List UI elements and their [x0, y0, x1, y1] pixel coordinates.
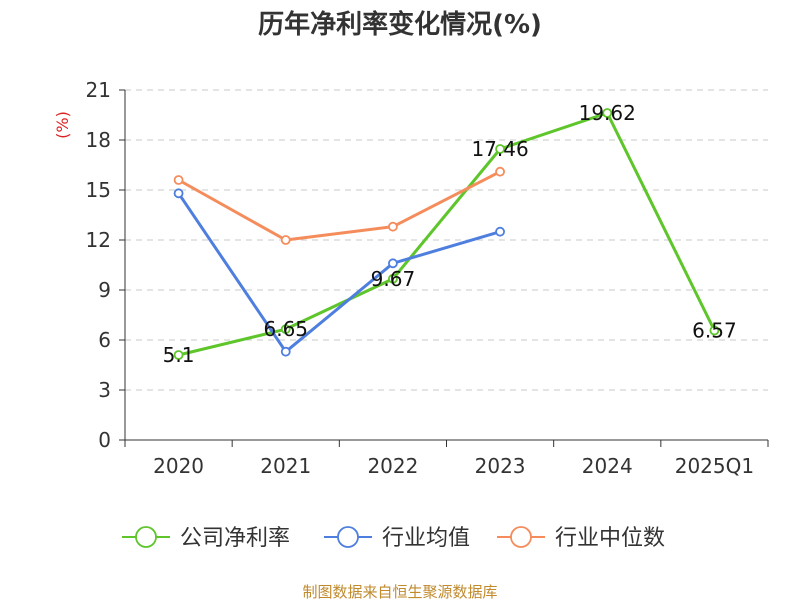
data-label: 5.1	[163, 343, 195, 367]
data-point	[173, 188, 184, 199]
legend-label: 行业中位数	[555, 526, 665, 551]
data-point	[280, 346, 291, 357]
data-point	[495, 226, 505, 237]
data-point	[388, 258, 398, 269]
y-tick-label: 18	[86, 128, 111, 152]
data-point	[280, 324, 291, 335]
series-lines	[173, 108, 720, 360]
legend-marker	[337, 526, 359, 548]
data-label: 19.62	[579, 101, 636, 125]
x-tick-label: 2020	[153, 454, 204, 478]
x-tick-label: 2023	[475, 454, 526, 478]
chart-title: 历年净利率变化情况(%)	[258, 9, 542, 40]
series-line-2	[177, 170, 501, 242]
legend: 公司净利率 行业均值 行业中位数	[122, 526, 665, 551]
y-axis-unit-label: (%)	[53, 111, 72, 139]
grid-lines	[125, 89, 768, 391]
y-tick-label: 0	[98, 428, 111, 452]
x-tick-label: 2021	[260, 454, 311, 478]
legend-label: 行业均值	[382, 526, 470, 551]
y-tick-label: 15	[86, 178, 111, 202]
data-point	[602, 108, 613, 118]
data-point	[173, 350, 184, 360]
y-tick-label: 3	[98, 378, 111, 402]
y-tick-label: 21	[86, 78, 111, 102]
data-point	[495, 166, 505, 177]
data-label: 6.65	[263, 317, 308, 341]
series-line-1	[177, 192, 501, 354]
x-tick-label: 2025Q1	[675, 454, 754, 478]
axes: 0 3 6 9 12 15 18 21 2020 2021 2022 2023 2024 2025Q1	[86, 78, 769, 478]
data-point	[388, 273, 398, 284]
data-labels: 5.1 6.65 9.67 17.46 19.62 6.57	[163, 101, 737, 367]
data-label: 6.57	[692, 319, 737, 343]
legend-marker	[135, 526, 157, 548]
data-point	[280, 235, 291, 245]
data-point	[173, 175, 184, 185]
source-note: 制图数据来自恒生聚源数据库	[302, 583, 497, 600]
legend-label: 公司净利率	[180, 526, 290, 551]
series-line-0	[178, 111, 716, 357]
x-tick-label: 2024	[582, 454, 633, 478]
y-tick-label: 6	[98, 328, 111, 352]
data-label: 9.67	[371, 267, 416, 291]
data-point	[388, 221, 398, 232]
legend-marker	[510, 526, 532, 548]
y-tick-label: 12	[86, 228, 111, 252]
y-tick-label: 9	[98, 278, 111, 302]
x-tick-label: 2022	[367, 454, 418, 478]
data-point	[495, 144, 505, 154]
data-label: 17.46	[471, 137, 528, 161]
data-point	[709, 325, 720, 336]
